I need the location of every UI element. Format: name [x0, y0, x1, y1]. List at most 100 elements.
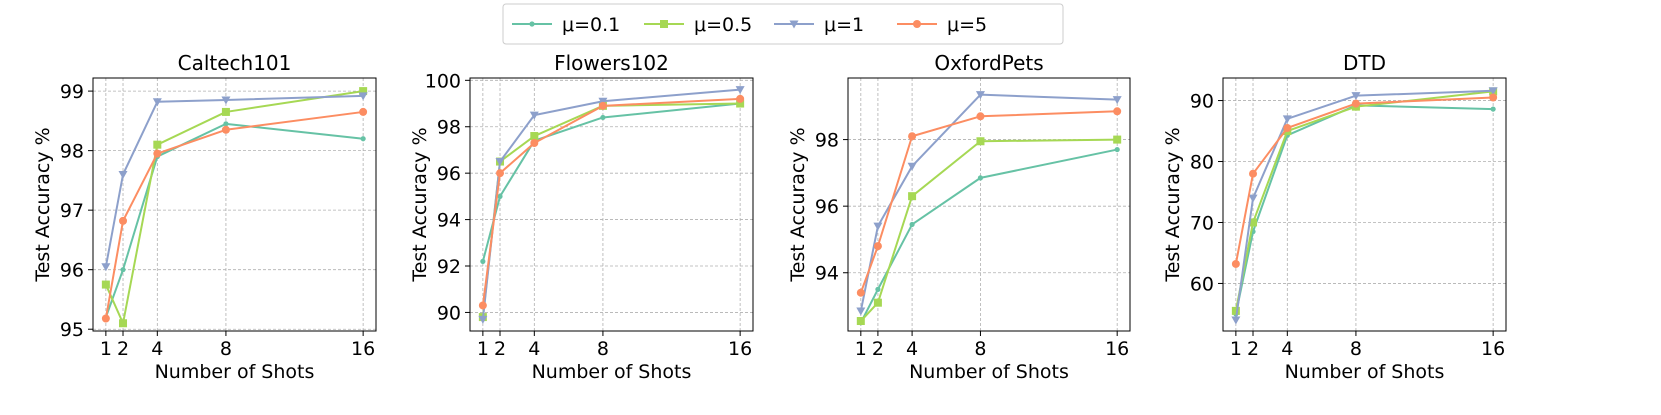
legend-marker	[913, 20, 921, 28]
y-tick-label: 98	[815, 130, 839, 152]
x-tick-label: 2	[494, 338, 506, 360]
y-tick-label: 99	[60, 81, 84, 103]
x-tick-label: 16	[728, 338, 752, 360]
x-tick-label: 4	[151, 338, 163, 360]
y-tick-label: 90	[1190, 91, 1214, 113]
x-tick-label: 2	[872, 338, 884, 360]
axes-frame	[469, 77, 754, 332]
data-point	[1231, 316, 1241, 325]
data-point	[856, 307, 866, 316]
data-point	[1351, 92, 1361, 101]
data-point	[359, 107, 368, 116]
data-point	[736, 94, 745, 103]
y-tick-label: 80	[1190, 152, 1214, 174]
grid	[93, 78, 376, 331]
series-3	[478, 94, 745, 310]
chart-0: 1 2 4 8 16 95 96 97 98 99 Caltech101 Number of Shot…	[32, 51, 377, 383]
data-point	[1282, 115, 1292, 124]
data-point	[497, 193, 503, 199]
y-axis-label: Test Accuracy %	[1162, 127, 1184, 282]
x-tick-label: 1	[855, 338, 867, 360]
data-point	[976, 112, 985, 121]
x-tick-label: 4	[1281, 338, 1293, 360]
data-point	[975, 91, 985, 100]
series-line	[481, 102, 741, 318]
data-point	[360, 136, 366, 142]
series-2	[856, 91, 1122, 316]
y-tick-label: 60	[1190, 273, 1214, 295]
y-tick-label: 100	[425, 70, 461, 92]
axes-frame	[847, 77, 1131, 332]
legend-label: μ=5	[947, 14, 987, 36]
data-point	[101, 314, 110, 323]
series-2	[1231, 87, 1498, 325]
x-tick-label: 16	[1105, 338, 1129, 360]
chart-title: Flowers102	[554, 51, 669, 75]
data-point	[223, 121, 229, 127]
legend-item: μ=0.1	[512, 14, 620, 36]
legend-marker	[789, 20, 799, 29]
x-tick-label: 2	[1247, 338, 1259, 360]
chart-title: Caltech101	[178, 51, 292, 75]
legend: μ=0.1 μ=0.5 μ=1 μ=5	[502, 3, 1064, 45]
grid	[470, 78, 753, 331]
y-tick-label: 98	[60, 141, 84, 163]
x-tick-label: 4	[528, 338, 540, 360]
data-point	[856, 317, 865, 326]
y-axis-label: Test Accuracy %	[32, 127, 54, 282]
data-point	[118, 170, 128, 179]
x-axis-label: Number of Shots	[532, 361, 692, 383]
series-line	[859, 93, 1118, 312]
data-point	[496, 169, 505, 178]
series-1	[1231, 87, 1498, 315]
legend-label: μ=1	[824, 14, 864, 36]
series-line	[860, 138, 1118, 322]
y-tick-label: 95	[60, 319, 84, 341]
y-tick-label: 96	[437, 163, 461, 185]
data-point	[120, 267, 126, 273]
chart-1: 1 2 4 8 16 90 92 94 96 98 100 Flowers102 Number of S…	[409, 51, 754, 383]
y-tick-label: 94	[437, 210, 461, 232]
data-point	[976, 137, 985, 146]
data-point	[908, 192, 917, 201]
x-axis-label: Number of Shots	[909, 361, 1069, 383]
data-point	[1351, 99, 1360, 108]
data-point	[153, 140, 162, 149]
x-tick-label: 16	[351, 338, 375, 360]
y-tick-label: 94	[815, 263, 839, 285]
x-tick-label: 1	[1230, 338, 1242, 360]
series-line	[1234, 96, 1494, 265]
series-3	[1231, 93, 1498, 268]
data-point	[119, 216, 128, 225]
x-tick-label: 8	[220, 338, 232, 360]
legend-item: μ=0.5	[644, 14, 752, 36]
data-point	[875, 286, 881, 292]
x-axis-label: Number of Shots	[1285, 361, 1445, 383]
x-tick-label: 4	[906, 338, 918, 360]
data-point	[529, 111, 539, 120]
legend-item: μ=1	[774, 14, 864, 36]
y-tick-label: 90	[437, 302, 461, 324]
data-point	[101, 263, 111, 272]
data-point	[598, 101, 607, 110]
series-line	[1234, 104, 1494, 315]
x-tick-label: 8	[1350, 338, 1362, 360]
data-point	[478, 315, 488, 324]
data-point	[221, 96, 231, 105]
data-point	[221, 107, 230, 116]
x-tick-label: 1	[100, 338, 112, 360]
data-point	[1248, 194, 1258, 203]
data-point	[480, 258, 486, 264]
x-tick-label: 8	[974, 338, 986, 360]
y-axis-label: Test Accuracy %	[787, 127, 809, 282]
data-point	[977, 175, 984, 181]
data-point	[873, 242, 882, 251]
series-3	[101, 107, 368, 323]
chart-3: 1 2 4 8 16 60 70 80 90 DTD Number of Shots Test Acc…	[1162, 51, 1507, 383]
series-0	[858, 146, 1120, 326]
series-line	[104, 90, 364, 325]
series-line	[481, 102, 741, 262]
series-0	[1233, 102, 1496, 317]
data-point	[1283, 123, 1292, 132]
data-point	[530, 132, 539, 141]
